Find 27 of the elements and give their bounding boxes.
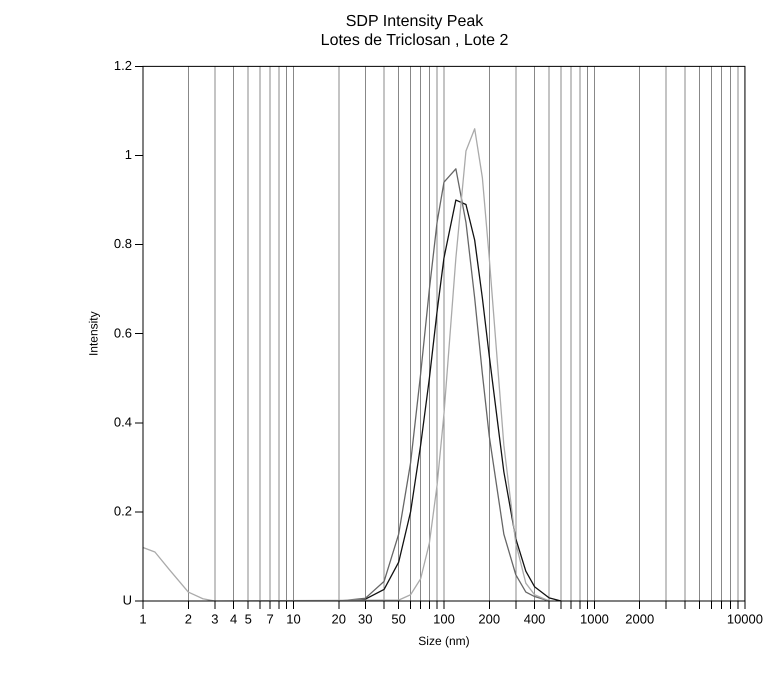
chart-subtitle: Lotes de Triclosan , Lote 2 — [320, 32, 508, 50]
y-tick-label: 1.2 — [114, 58, 132, 73]
x-tick-label: 100 — [433, 611, 455, 626]
x-axis-title: Size (nm) — [418, 634, 470, 648]
x-tick-label: 400 — [524, 611, 546, 626]
y-tick-label: 0.2 — [114, 503, 132, 518]
x-tick-label: 1000 — [580, 611, 609, 626]
y-tick-label: 0.8 — [114, 236, 132, 252]
x-tick-label: 10 — [286, 611, 301, 626]
y-tick-label: U — [122, 592, 132, 608]
y-tick-label: 1 — [124, 147, 132, 162]
x-tick-label: 3 — [211, 611, 218, 626]
x-tick-label: 7 — [266, 611, 274, 626]
x-tick-label: 30 — [358, 611, 373, 626]
chart-title: SDP Intensity Peak — [346, 13, 484, 30]
x-tick-label: 2000 — [625, 611, 654, 626]
y-axis-title: Intensity — [86, 311, 101, 356]
x-tick-label: 2 — [184, 611, 192, 626]
x-tick-label: 5 — [244, 611, 252, 626]
x-tick-label: 1 — [139, 611, 147, 626]
y-tick-label: 0.4 — [114, 414, 132, 430]
x-tick-label: 4 — [230, 611, 238, 626]
x-tick-label: 200 — [478, 611, 500, 626]
x-tick-label: 20 — [332, 611, 346, 626]
y-tick-label: 0.6 — [114, 325, 132, 340]
x-tick-label: 10000 — [726, 611, 764, 626]
x-tick-label: 50 — [391, 611, 406, 626]
